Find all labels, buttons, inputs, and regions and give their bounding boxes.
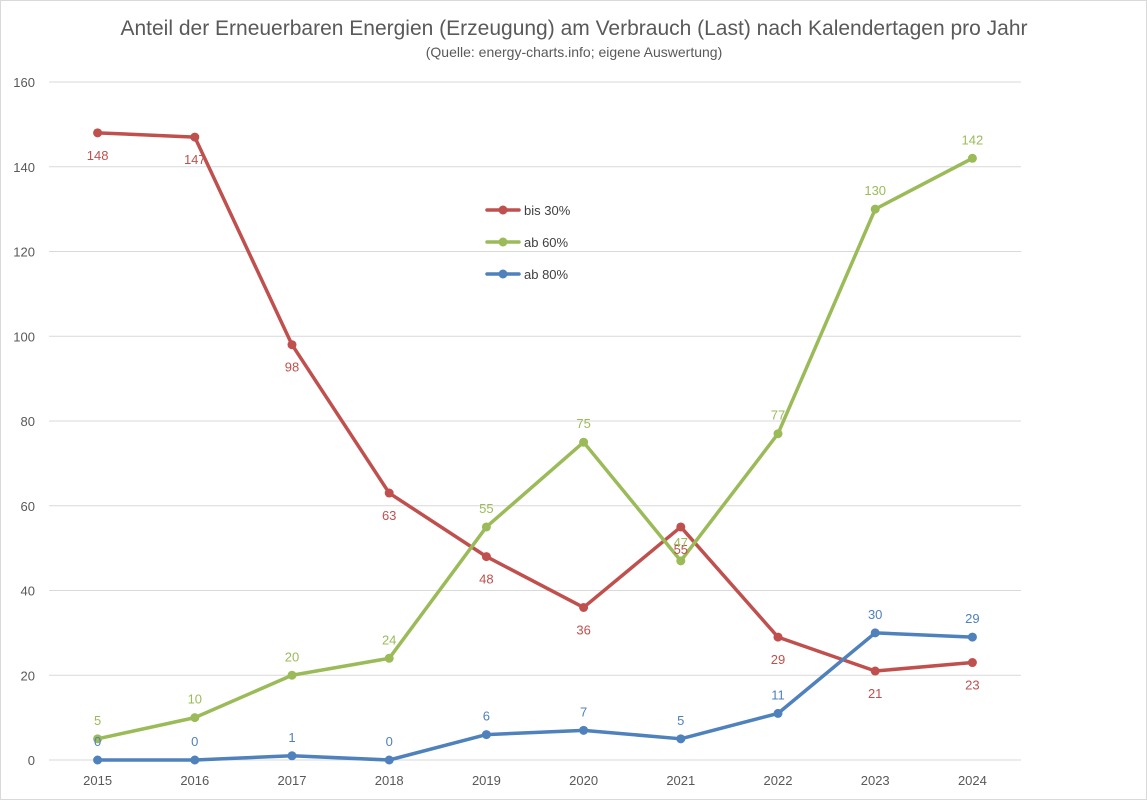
data-label: 36: [576, 622, 590, 637]
data-point: [287, 751, 297, 761]
y-tick-label: 40: [21, 584, 35, 599]
data-point: [870, 204, 880, 214]
series-line-0: [95, 131, 975, 673]
data-point: [579, 725, 589, 735]
data-point: [384, 488, 394, 498]
data-point: [384, 755, 394, 765]
data-label: 98: [285, 360, 299, 375]
data-label: 11: [771, 687, 785, 702]
x-tick-label: 2018: [375, 773, 404, 788]
y-tick-label: 60: [21, 499, 35, 514]
series-group: [93, 128, 977, 765]
data-point: [93, 128, 103, 138]
data-label: 24: [382, 632, 396, 647]
legend-label: bis 30%: [524, 203, 571, 218]
x-tick-label: 2020: [569, 773, 598, 788]
data-label: 47: [674, 535, 688, 550]
data-label: 55: [674, 542, 688, 557]
data-point: [93, 734, 103, 744]
x-tick-label: 2015: [83, 773, 112, 788]
data-label: 30: [868, 607, 882, 622]
data-label: 148: [87, 148, 109, 163]
legend-marker: [498, 269, 508, 279]
data-label: 142: [962, 132, 984, 147]
chart-title: Anteil der Erneuerbaren Energien (Erzeug…: [120, 17, 1027, 40]
data-point: [676, 734, 686, 744]
data-label: 63: [382, 508, 396, 523]
data-point: [287, 670, 297, 680]
data-point: [481, 552, 491, 562]
y-tick-label: 20: [21, 668, 35, 683]
data-label: 75: [576, 416, 590, 431]
data-label: 0: [191, 734, 198, 749]
data-label: 21: [868, 686, 882, 701]
data-label: 23: [965, 678, 979, 693]
data-point: [481, 730, 491, 740]
x-tick-label: 2016: [180, 773, 209, 788]
data-point: [676, 522, 686, 532]
data-point: [190, 755, 200, 765]
data-label: 130: [864, 183, 886, 198]
y-tick-label: 140: [13, 160, 35, 175]
y-tick-label: 120: [13, 245, 35, 260]
data-label: 55: [479, 501, 493, 516]
data-label: 5: [94, 713, 101, 728]
legend-marker: [498, 237, 508, 247]
data-point: [579, 602, 589, 612]
data-point: [93, 755, 103, 765]
x-tick-label: 2017: [278, 773, 307, 788]
legend-label: ab 60%: [524, 235, 569, 250]
data-point: [579, 437, 589, 447]
data-point: [773, 429, 783, 439]
data-point: [967, 632, 977, 642]
y-tick-label: 0: [28, 753, 35, 768]
data-label: 10: [188, 692, 202, 707]
x-tick-label: 2019: [472, 773, 501, 788]
legend-marker: [498, 205, 508, 215]
legend: bis 30% ab 60% ab 80%: [485, 203, 571, 282]
y-tick-label: 100: [13, 329, 35, 344]
data-label: 0: [386, 734, 393, 749]
data-label: 77: [771, 408, 785, 423]
data-label: 1: [288, 730, 295, 745]
x-tick-label: 2021: [666, 773, 695, 788]
chart-subtitle: (Quelle: energy-charts.info; eigene Ausw…: [426, 44, 723, 60]
data-label: 6: [483, 709, 490, 724]
legend-label: ab 80%: [524, 267, 569, 282]
data-label: 5: [677, 713, 684, 728]
data-point: [481, 522, 491, 532]
y-tick-label: 80: [21, 414, 35, 429]
data-point: [287, 340, 297, 350]
x-axis-ticks: 2015 2016 2017 2018 2019 2020 2021 2022 2023 2024: [83, 773, 987, 788]
y-tick-label: 160: [13, 75, 35, 90]
data-label: 20: [285, 649, 299, 664]
data-label: 0: [94, 734, 101, 749]
x-tick-label: 2023: [861, 773, 890, 788]
data-label: 147: [184, 152, 206, 167]
data-labels: 148 1479863483655292123510202455754777130…: [87, 132, 984, 749]
x-tick-label: 2022: [764, 773, 793, 788]
data-label: 48: [479, 572, 493, 587]
data-point: [967, 153, 977, 163]
data-point: [384, 653, 394, 663]
data-label: 7: [580, 704, 587, 719]
data-point: [190, 132, 200, 142]
data-label: 29: [771, 652, 785, 667]
series-line-1: [95, 156, 975, 741]
series-line-2: [95, 631, 975, 762]
y-axis-ticks: 0 20 40 60 80 100 120 140 160: [13, 75, 35, 768]
data-point: [190, 713, 200, 723]
data-point: [773, 632, 783, 642]
data-point: [870, 666, 880, 676]
data-point: [870, 628, 880, 638]
data-label: 29: [965, 611, 979, 626]
data-point: [967, 658, 977, 668]
data-point: [773, 708, 783, 718]
data-point: [676, 556, 686, 566]
x-tick-label: 2024: [958, 773, 987, 788]
